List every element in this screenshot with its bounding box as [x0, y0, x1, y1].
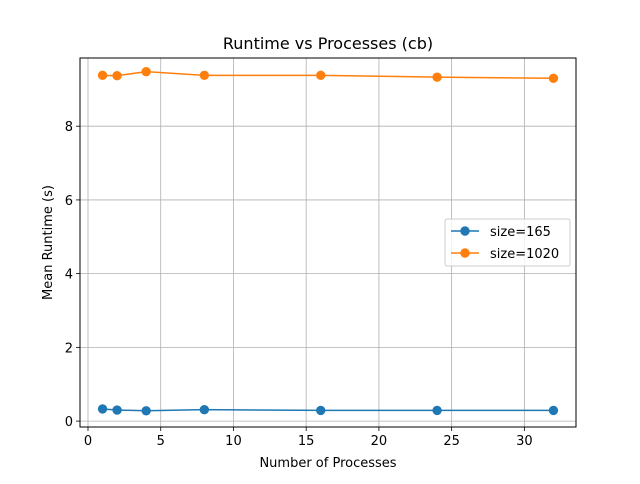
data-point-size-1020 [97, 70, 108, 81]
data-point-size-1020 [141, 66, 151, 77]
y-tick-label: 2 [65, 341, 73, 356]
y-tick-label: 6 [65, 194, 73, 209]
data-point-size-165 [112, 405, 122, 415]
data-point-size-1020 [548, 73, 559, 83]
data-point-size-165 [97, 404, 108, 414]
data-point-size-1020 [199, 70, 210, 81]
data-point-size-165 [548, 405, 559, 416]
x-tick-label: 30 [516, 434, 533, 449]
x-axis-label: Number of Processes [259, 456, 396, 471]
x-tick-label: 25 [443, 434, 460, 449]
legend-label-size-165: size=165 [490, 225, 551, 240]
series-layer [97, 66, 559, 416]
x-tick-label: 0 [84, 434, 92, 449]
data-point-size-165 [316, 405, 326, 416]
chart-title: Runtime vs Processes (cb) [223, 34, 433, 53]
x-tick-label: 5 [157, 434, 165, 449]
x-tick-label: 15 [298, 434, 315, 449]
legend-items: size=165 size=1020 [451, 225, 559, 262]
legend-marker-size-165 [460, 226, 470, 236]
x-tick-label: 10 [225, 434, 242, 449]
data-point-size-1020 [316, 70, 326, 81]
legend-marker-size-1020 [460, 248, 470, 258]
y-axis-label: Mean Runtime (s) [41, 185, 56, 300]
data-point-size-165 [199, 404, 210, 415]
data-point-size-1020 [432, 72, 442, 82]
grid [80, 58, 576, 427]
data-point-size-165 [141, 406, 151, 416]
legend: size=165 size=1020 [444, 218, 571, 267]
plot-area-frame [79, 57, 577, 428]
x-tick-label: 20 [371, 434, 388, 449]
legend-label-size-1020: size=1020 [490, 247, 559, 262]
y-tick-label: 0 [65, 415, 73, 430]
y-tick-label: 4 [65, 268, 73, 283]
data-point-size-165 [432, 405, 442, 416]
y-axis: 0 2 4 6 8 [65, 120, 80, 430]
x-axis: 0 5 10 15 20 25 30 [84, 427, 533, 449]
data-point-size-1020 [112, 70, 122, 81]
y-tick-label: 8 [65, 120, 73, 135]
